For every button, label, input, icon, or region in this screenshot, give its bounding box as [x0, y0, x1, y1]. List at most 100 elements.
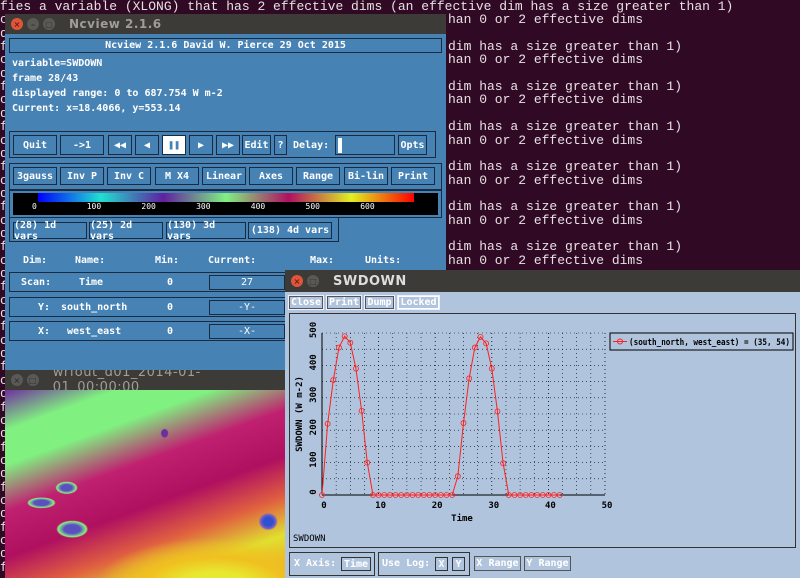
dump-button[interactable]: Dump — [364, 295, 395, 310]
variable-label: variable=SWDOWN — [12, 58, 103, 69]
data-point — [370, 492, 376, 498]
terminal-line: o — [0, 454, 800, 467]
dim-min: 0 — [167, 277, 174, 288]
data-point — [466, 375, 473, 382]
terminal-text: o — [0, 492, 8, 508]
terminal-line: fies a variable (XLONG) that has 2 effec… — [0, 0, 800, 13]
terminal-line: f dim has a size greater than 1) — [0, 160, 800, 173]
terminal-text: f — [0, 279, 8, 295]
dim-current-field[interactable]: -Y- — [209, 299, 285, 315]
help-button[interactable]: ? — [274, 135, 287, 155]
terminal-text: f — [0, 199, 8, 215]
terminal-text: d — [0, 546, 8, 562]
data-point — [511, 492, 518, 498]
terminal-line: f dim has a size greater than 1) — [0, 40, 800, 53]
slider-thumb[interactable] — [338, 137, 342, 153]
pause-icon[interactable]: ❚❚ — [162, 135, 186, 155]
terminal-text: d — [0, 346, 8, 362]
option-button-inv-c[interactable]: Inv C — [107, 167, 151, 185]
terminal-text: o — [0, 372, 8, 388]
step-forward-icon[interactable]: ▶ — [189, 135, 213, 155]
data-point — [505, 492, 512, 498]
y-tick-label: 400 — [309, 354, 319, 370]
opts-button[interactable]: Opts — [398, 135, 427, 155]
terminal-text: dim has a size greater than 1) — [448, 159, 683, 175]
close-icon[interactable]: × — [11, 18, 23, 30]
data-point — [483, 340, 490, 347]
data-point — [545, 492, 552, 498]
var-group-button[interactable]: (138) 4d vars — [248, 222, 332, 239]
terminal-text: dim has a size greater than 1) — [448, 119, 683, 135]
plot-area: 0 10 20 30 40 50 0 100 200 300 400 500 Time SWDOWN (W… — [289, 313, 796, 548]
delay-slider[interactable] — [335, 135, 395, 155]
dims-header-cell: Max: — [310, 255, 335, 266]
dim-current-field[interactable]: -X- — [209, 324, 285, 339]
data-image[interactable] — [5, 390, 285, 578]
maximize-icon[interactable]: □ — [43, 18, 55, 30]
x-range-button[interactable]: X Range — [474, 556, 521, 571]
x-axis-select[interactable]: Time — [341, 557, 371, 571]
close-button[interactable]: Close — [288, 295, 324, 310]
terminal-text: dim has a size greater than 1) — [448, 199, 683, 215]
colorbar-tick-label: 500 — [305, 202, 320, 211]
data-point — [387, 492, 393, 498]
terminal-text: d — [0, 65, 8, 81]
terminal-text: d — [0, 466, 8, 482]
terminal-line: d — [0, 467, 800, 480]
option-button-axes[interactable]: Axes — [249, 167, 293, 185]
print-button[interactable]: Print — [326, 295, 362, 310]
log-x-toggle[interactable]: X — [435, 557, 448, 571]
first-frame-button[interactable]: ->1 — [60, 135, 104, 155]
terminal-line: f — [0, 441, 800, 454]
terminal-line: f — [0, 481, 800, 494]
edit-button[interactable]: Edit — [242, 135, 271, 155]
terminal-text: han 0 or 2 effective dims — [448, 52, 644, 68]
terminal-text: f — [0, 79, 8, 95]
terminal-line: o han 0 or 2 effective dims — [0, 93, 800, 106]
var-group-button[interactable]: (28) 1d vars — [13, 220, 87, 242]
var-group-button[interactable]: (25) 2d vars — [89, 220, 163, 242]
terminal-line: d — [0, 267, 800, 280]
data-point — [534, 492, 540, 498]
close-icon[interactable]: × — [291, 275, 303, 287]
locked-button[interactable]: Locked — [397, 295, 440, 310]
use-log-label: Use Log: — [382, 558, 431, 569]
option-button-bi-lin[interactable]: Bi-lin — [344, 167, 388, 185]
y-tick-label: 500 — [309, 322, 319, 338]
step-back-icon[interactable]: ◀ — [135, 135, 159, 155]
data-point — [517, 492, 524, 498]
terminal-text: d — [0, 266, 8, 281]
minimize-icon[interactable]: – — [27, 18, 39, 30]
current-label: Current: x=18.4066, y=553.14 — [12, 103, 181, 114]
terminal-line: o han 0 or 2 effective dims — [0, 174, 800, 187]
terminal-line: f — [0, 320, 800, 333]
var-group-button[interactable]: (130) 3d vars — [166, 220, 246, 242]
titlebar: × □ wrfout_d01_2014-01-01_00:00:00 — [5, 370, 285, 395]
y-tick-label: 0 — [309, 489, 319, 494]
option-button-print[interactable]: Print — [391, 167, 435, 185]
fast-forward-icon[interactable]: ▶▶ — [216, 135, 240, 155]
terminal-line: o han 0 or 2 effective dims — [0, 13, 800, 26]
option-button-linear[interactable]: Linear — [202, 167, 246, 185]
option-button-inv-p[interactable]: Inv P — [60, 167, 104, 185]
maximize-icon[interactable]: □ — [307, 275, 319, 287]
dim-current-field[interactable]: 27 — [209, 275, 285, 290]
quit-button[interactable]: Quit — [13, 135, 57, 155]
data-point — [477, 333, 484, 340]
close-icon[interactable]: × — [11, 374, 23, 386]
option-button-m-x4[interactable]: M X4 — [155, 167, 199, 185]
maximize-icon[interactable]: □ — [26, 374, 39, 386]
y-range-button[interactable]: Y Range — [524, 556, 571, 571]
y-tick-label: 100 — [309, 451, 319, 467]
fast-backward-icon[interactable]: ◀◀ — [108, 135, 132, 155]
option-button-range[interactable]: Range — [296, 167, 340, 185]
terminal-text: han 0 or 2 effective dims — [448, 12, 644, 28]
terminal-line: f — [0, 521, 800, 534]
dim-label: X: — [38, 326, 51, 337]
terminal-text: dim has a size greater than 1) — [448, 239, 683, 255]
terminal-text: o — [0, 92, 8, 108]
log-y-toggle[interactable]: Y — [452, 557, 465, 571]
colorbar-gradient — [38, 193, 414, 202]
option-button-3gauss[interactable]: 3gauss — [13, 167, 57, 185]
